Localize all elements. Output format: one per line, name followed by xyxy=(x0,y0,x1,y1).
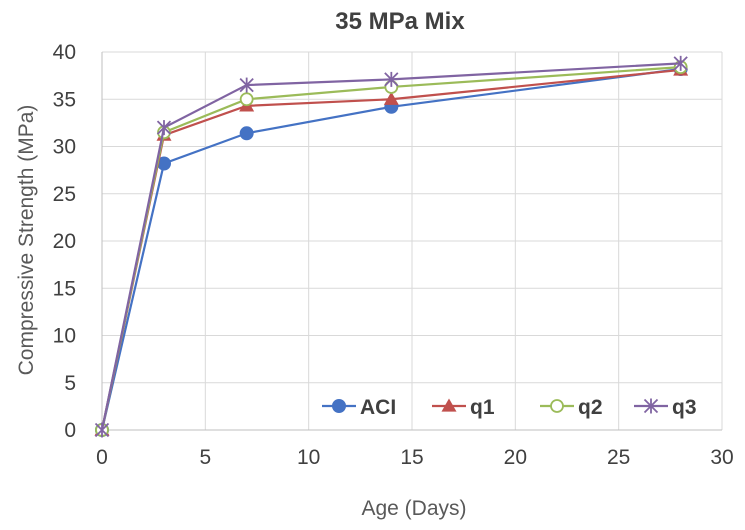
legend-marker xyxy=(441,398,457,412)
legend-marker xyxy=(643,398,659,414)
data-point xyxy=(239,126,254,141)
legend-entry-q1: q1 xyxy=(432,396,495,419)
data-point xyxy=(384,71,399,87)
y-tick-label: 20 xyxy=(53,230,76,253)
chart-title: 35 MPa Mix xyxy=(335,8,465,35)
legend-marker xyxy=(332,399,346,413)
marker-open-circle xyxy=(239,92,254,107)
legend-entry-q3: q3 xyxy=(634,396,697,419)
data-point xyxy=(239,92,254,107)
legend-marker xyxy=(550,399,564,413)
legend-label: q2 xyxy=(578,396,603,419)
marker-triangle xyxy=(383,91,399,105)
y-tick-label: 10 xyxy=(53,325,76,348)
series-lines xyxy=(94,55,689,438)
legend-entry-aci: ACI xyxy=(322,396,396,419)
x-axis-label: Age (Days) xyxy=(361,497,466,520)
x-tick-label: 25 xyxy=(607,446,630,469)
y-axis-label: Compressive Strength (MPa) xyxy=(15,105,38,376)
marker-circle xyxy=(239,126,254,141)
data-point xyxy=(383,91,399,105)
data-point xyxy=(239,77,254,93)
legend-label: q3 xyxy=(672,396,697,419)
legend: ACI q1 q2 q3 xyxy=(322,396,697,419)
x-tick-label: 20 xyxy=(504,446,527,469)
legend-label: q1 xyxy=(470,396,495,419)
series-line xyxy=(100,66,681,431)
axes: 0 5 10 15 20 25 30 0 5 10 15 20 25 30 35 40 xyxy=(53,41,734,469)
y-tick-label: 25 xyxy=(53,183,76,206)
x-tick-label: 5 xyxy=(199,446,211,469)
y-tick-label: 40 xyxy=(53,41,76,64)
legend-label: ACI xyxy=(360,396,396,419)
series-aci xyxy=(95,62,688,437)
marker-circle xyxy=(332,399,346,413)
series-q3 xyxy=(94,55,688,438)
y-tick-label: 15 xyxy=(53,277,76,300)
data-point xyxy=(94,422,110,438)
x-tick-label: 10 xyxy=(297,446,320,469)
x-tick-label: 30 xyxy=(710,446,733,469)
series-line xyxy=(100,62,681,431)
x-tick-label: 0 xyxy=(96,446,108,469)
data-point xyxy=(673,55,688,71)
y-tick-label: 5 xyxy=(64,372,76,395)
y-tick-label: 30 xyxy=(53,136,76,159)
legend-entry-q2: q2 xyxy=(540,396,603,419)
x-tick-label: 15 xyxy=(400,446,423,469)
data-point xyxy=(156,120,172,136)
y-tick-label: 35 xyxy=(53,88,76,111)
series-line xyxy=(100,68,681,431)
marker-triangle xyxy=(441,398,457,412)
gridlines xyxy=(101,51,723,431)
marker-open-circle xyxy=(550,399,564,413)
y-tick-label: 0 xyxy=(64,419,76,442)
